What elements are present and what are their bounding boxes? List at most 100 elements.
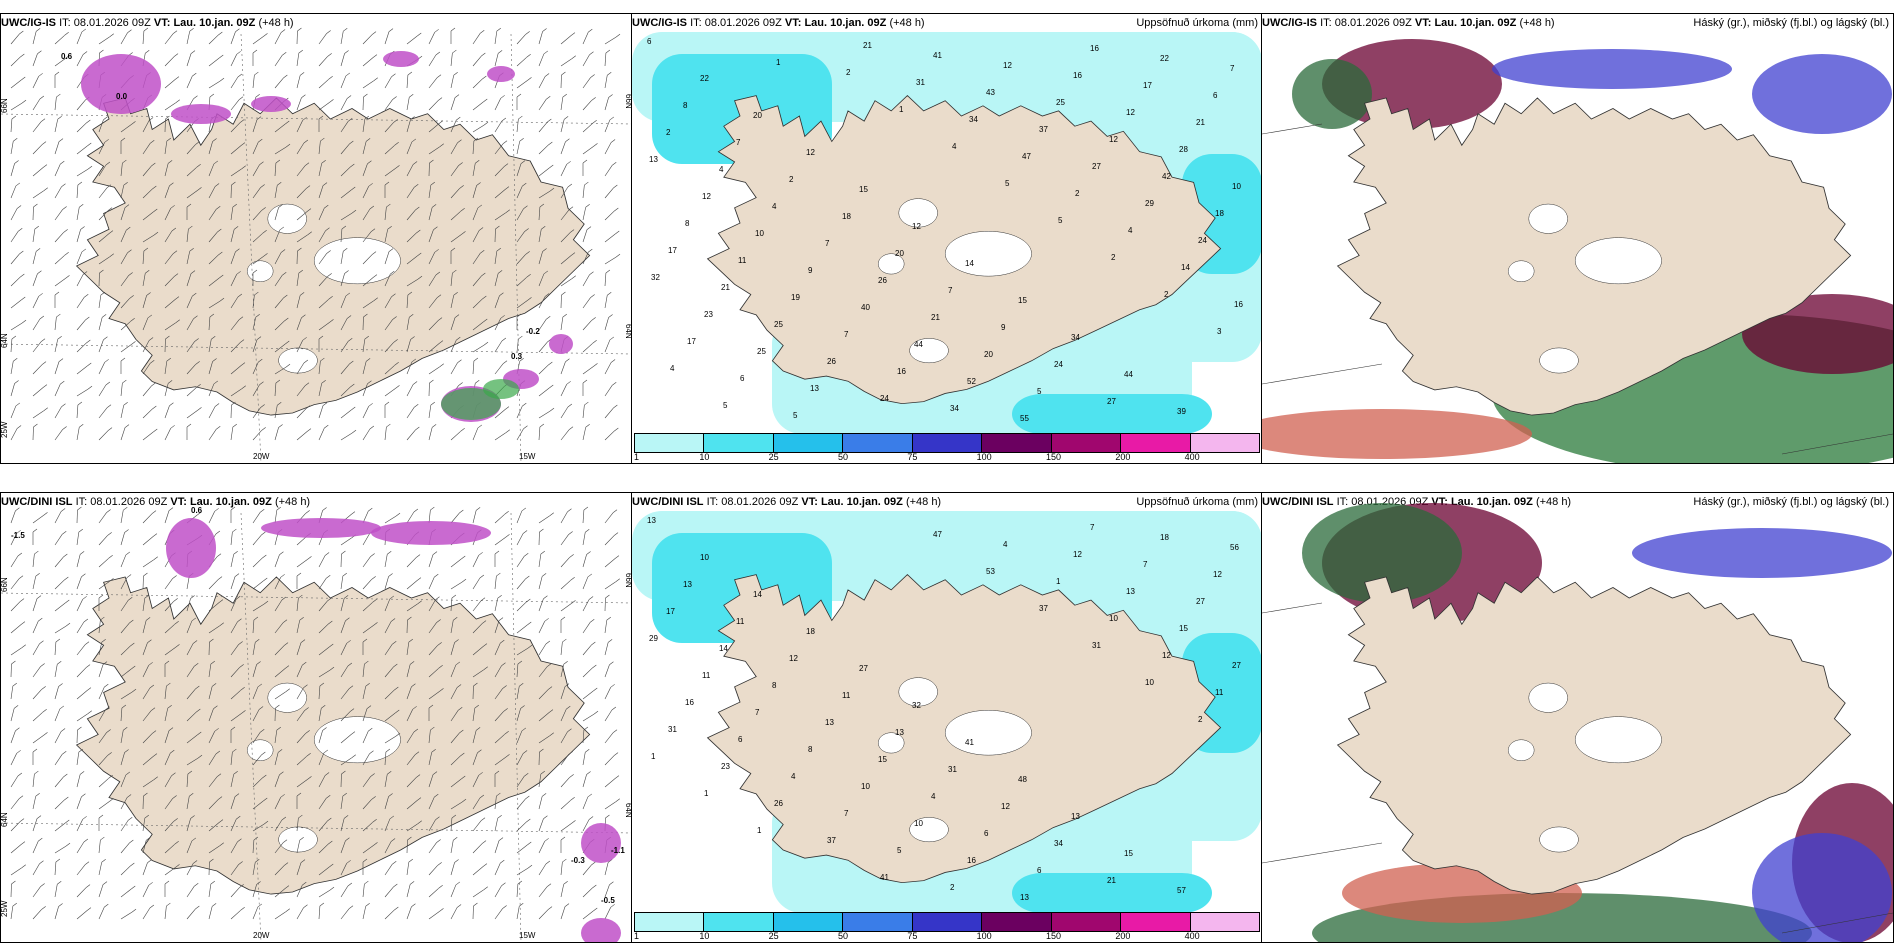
wind-barb: [318, 102, 330, 111]
wind-barb: [384, 689, 395, 700]
wind-barb-flag: [125, 771, 131, 776]
wind-barb-flag: [32, 748, 38, 753]
wind-barb: [76, 342, 87, 353]
wind-barb-flag: [329, 863, 334, 868]
wind-barb: [318, 752, 325, 766]
wind-barb: [98, 755, 108, 766]
wind-barb: [604, 581, 616, 590]
wind-barb-flag: [548, 709, 554, 713]
wind-barb: [120, 427, 126, 441]
wind-barb-flag: [372, 819, 377, 823]
precip-value: 1: [651, 752, 656, 761]
wind-barb-flag: [344, 270, 349, 274]
wind-barb-flag: [87, 362, 92, 367]
wind-barb: [32, 251, 37, 265]
wind-barb-flag: [60, 508, 66, 512]
wind-barb: [538, 99, 547, 111]
it-label: IT:: [706, 496, 719, 508]
graticule: [1, 822, 632, 834]
wind-barb: [340, 318, 348, 331]
glacier: [877, 732, 905, 754]
wind-barb-flag: [15, 507, 20, 512]
wind-barb: [186, 167, 197, 177]
wind-barb-flag: [11, 880, 16, 885]
wind-barb-flag: [326, 794, 331, 799]
precip-value: 27: [1092, 162, 1101, 171]
wind-barb-flag: [341, 550, 346, 555]
wind-barb: [560, 141, 566, 155]
wind-barb-flag: [195, 141, 200, 145]
wind-barb: [54, 97, 57, 111]
precip-value: 21: [931, 313, 940, 322]
wind-barb: [384, 251, 390, 265]
wind-barb-flag: [305, 185, 311, 189]
wind-barb: [10, 798, 20, 810]
it-label: IT:: [59, 17, 71, 29]
wind-barb: [406, 255, 418, 265]
wind-barb-flag: [519, 358, 524, 362]
wind-barb-flag: [454, 94, 460, 98]
wind-barb: [318, 163, 322, 177]
wind-barb: [450, 362, 458, 375]
wind-barb-flag: [411, 138, 417, 143]
wind-barb: [32, 229, 36, 243]
wind-barb-flag: [567, 403, 573, 408]
wind-barb: [230, 122, 241, 133]
precip-value: 12: [1126, 108, 1135, 117]
wind-barb: [450, 234, 462, 243]
wind-barb-flag: [260, 728, 265, 733]
wind-barb-flag: [393, 663, 398, 668]
wind-barb-flag: [451, 594, 457, 599]
wind-barb: [230, 690, 241, 700]
wind-barb: [406, 339, 411, 353]
wind-barb-flag: [240, 362, 246, 366]
wind-barb-flag: [258, 138, 263, 143]
wind-barb: [362, 625, 374, 634]
precip-value: 26: [827, 357, 836, 366]
wind-barb-flag: [519, 682, 524, 687]
wind-barb: [164, 322, 176, 331]
wind-barb: [274, 383, 277, 397]
wind-barb-flag: [429, 379, 434, 384]
wind-barb: [472, 820, 482, 832]
wind-barb: [428, 146, 440, 155]
wind-barb-flag: [456, 684, 462, 688]
wind-barb: [274, 819, 283, 832]
wind-barb: [582, 427, 586, 441]
wind-barb-flag: [364, 115, 369, 120]
wind-barb: [10, 510, 16, 524]
wind-barb: [472, 185, 477, 199]
wind-barb-flag: [192, 860, 198, 864]
wind-barb-flag: [151, 382, 156, 387]
wind-barb: [384, 168, 396, 177]
wind-barb: [120, 298, 130, 309]
valid-time: Lau. 10.jan. 09Z: [189, 496, 272, 508]
wind-barb: [164, 844, 175, 854]
wind-barb-flag: [615, 230, 620, 235]
wind-barb: [318, 428, 325, 441]
wind-barb: [384, 207, 387, 221]
wind-barb: [208, 80, 221, 89]
wind-barb-flag: [253, 836, 259, 841]
wind-barb: [10, 624, 22, 634]
wind-barb: [472, 730, 477, 744]
wind-barb: [494, 598, 498, 612]
wind-barb: [164, 601, 174, 612]
wind-barb: [98, 317, 103, 331]
wind-barb-flag: [546, 663, 552, 667]
wind-barb-flag: [525, 251, 530, 255]
wind-barb: [538, 273, 545, 287]
wind-barb: [142, 317, 149, 331]
wind-barb-flag: [498, 617, 504, 621]
wind-barb: [296, 559, 308, 568]
wind-barb: [450, 620, 454, 634]
wind-barb: [274, 577, 281, 590]
model-name: UWC/DINI ISL: [1, 496, 73, 508]
wind-barb-flag: [299, 617, 304, 621]
wind-barb: [516, 141, 520, 155]
wind-barb: [120, 124, 132, 133]
precip-value: 13: [895, 728, 904, 737]
wind-barb-flag: [373, 297, 378, 301]
colorbar-segment: [843, 913, 913, 931]
wind-barb-flag: [276, 506, 281, 511]
